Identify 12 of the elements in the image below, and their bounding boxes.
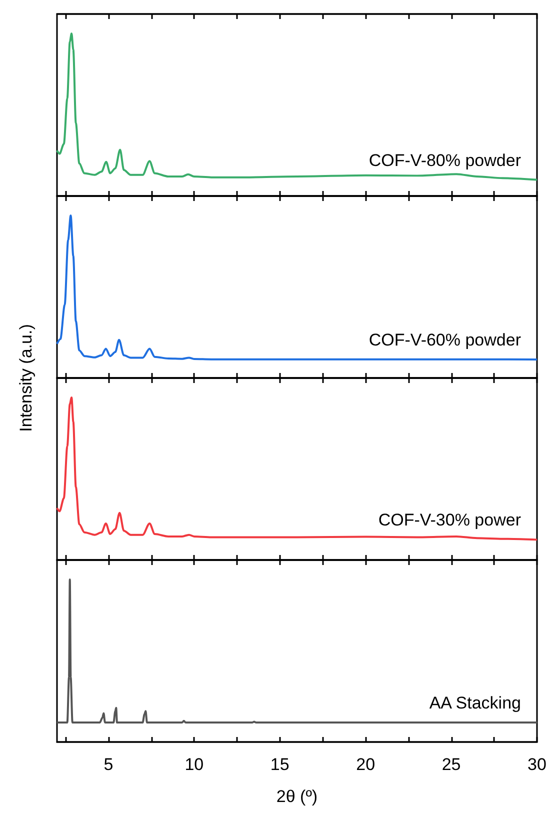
y-axis-title: Intensity (a.u.): [16, 324, 36, 432]
x-tick-label: 30: [528, 755, 546, 774]
series-label: AA Stacking: [429, 694, 521, 712]
x-tick-label: 20: [356, 755, 376, 774]
x-tick-label: 15: [270, 755, 290, 774]
x-tick-label: 10: [184, 755, 204, 774]
x-axis-title: 2θ (º): [276, 787, 318, 806]
series-label: COF-V-30% power: [378, 510, 522, 530]
x-tick-label: 25: [442, 755, 461, 774]
series-label: COF-V-60% powder: [368, 330, 522, 350]
x-tick-label: 5: [104, 755, 114, 774]
series-label: COF-V-80% powder: [368, 150, 522, 170]
